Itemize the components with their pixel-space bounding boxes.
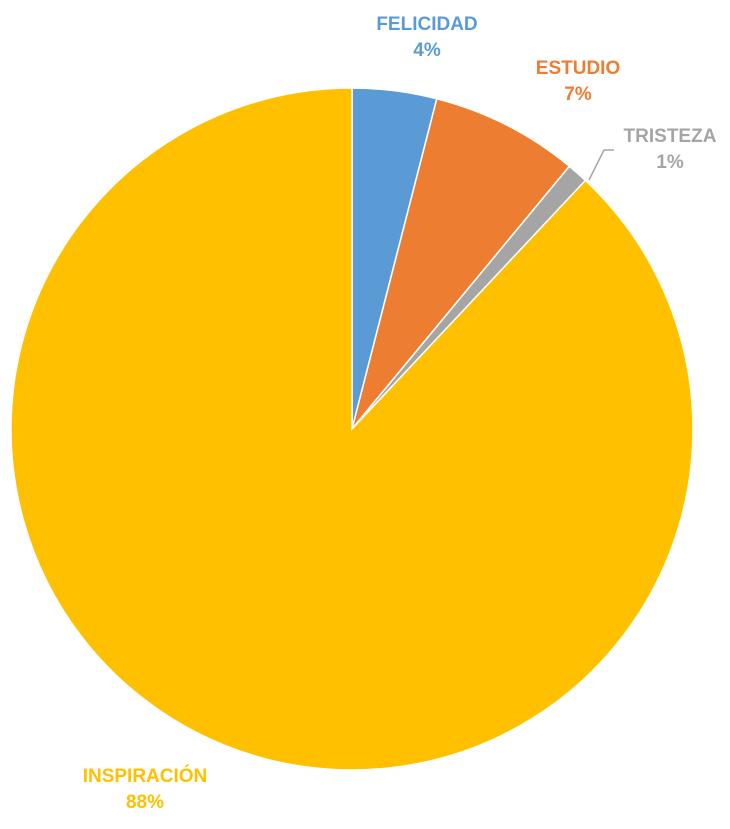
- label-tristeza-value: 1%: [656, 152, 684, 173]
- pie-slices: [10, 87, 694, 771]
- pie-slice-estudio: [351, 97, 571, 430]
- label-inspiracion-value: 88%: [125, 792, 165, 813]
- label-inspiracion-name: INSPIRACIÓN: [82, 766, 208, 787]
- label-felicidad-name: FELICIDAD: [376, 14, 478, 35]
- label-estudio: ESTUDIO 7%: [508, 56, 648, 108]
- label-inspiracion: INSPIRACIÓN 88%: [40, 764, 250, 816]
- label-estudio-name: ESTUDIO: [535, 58, 621, 79]
- tristeza-leader-line: [588, 149, 605, 181]
- label-estudio-value: 7%: [564, 84, 592, 105]
- pie-slice-inspiracion: [10, 87, 694, 771]
- label-felicidad-value: 4%: [413, 40, 441, 61]
- label-tristeza-name: TRISTEZA: [623, 126, 717, 147]
- label-tristeza: TRISTEZA 1%: [610, 124, 730, 176]
- label-felicidad: FELICIDAD 4%: [352, 12, 502, 64]
